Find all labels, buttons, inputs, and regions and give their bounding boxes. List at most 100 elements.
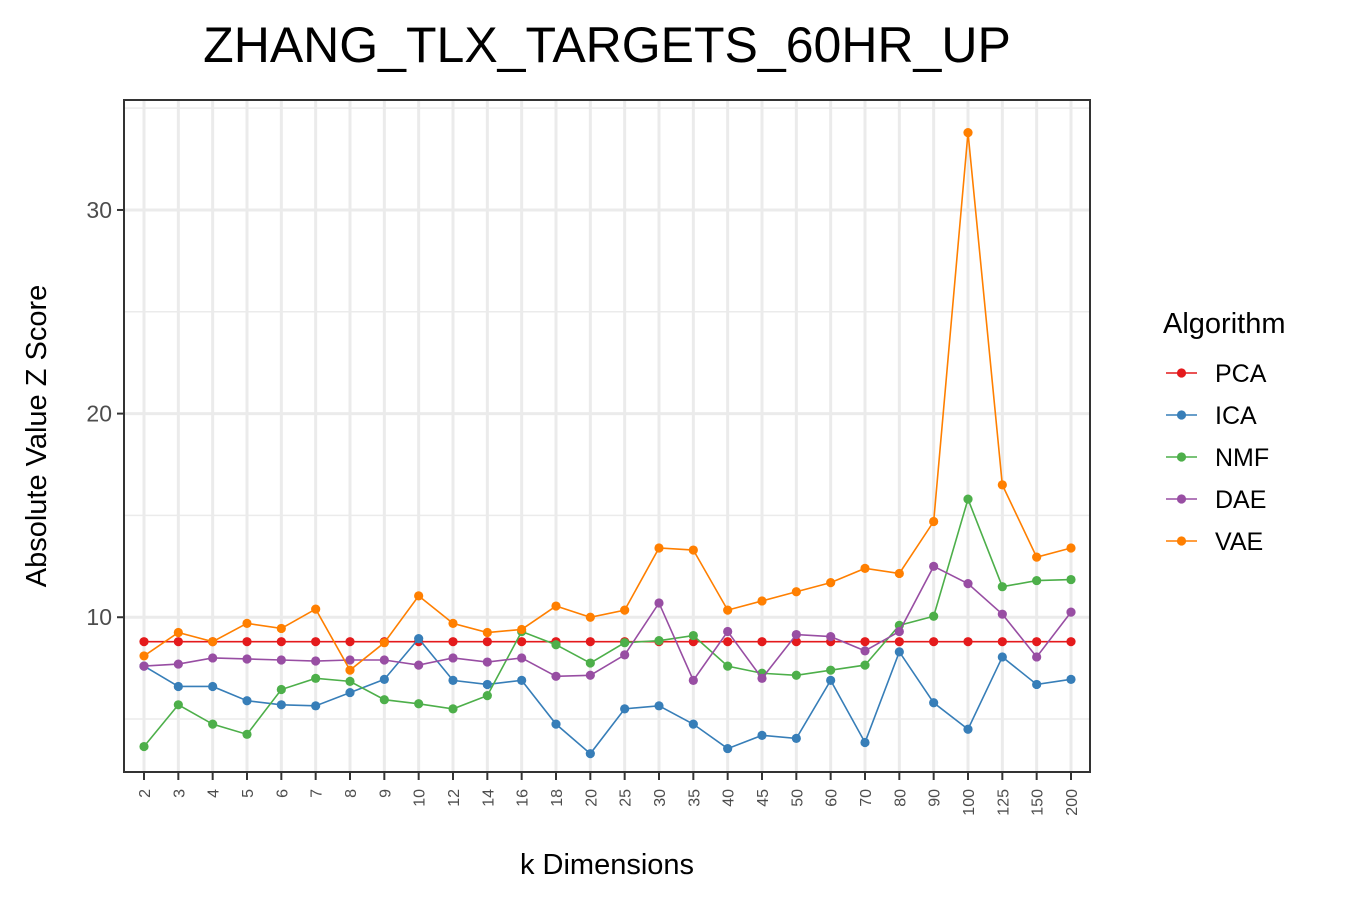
data-point	[723, 743, 733, 754]
data-point	[208, 637, 218, 647]
x-tick-label: 7	[309, 789, 326, 798]
x-tick-label: 125	[995, 789, 1012, 816]
plot-area	[124, 100, 1090, 772]
data-point	[620, 638, 630, 648]
data-point	[585, 637, 595, 647]
data-point	[482, 679, 492, 690]
legend-item-dae: DAE	[1166, 486, 1266, 514]
legend-label: ICA	[1215, 402, 1257, 430]
data-point	[826, 675, 836, 685]
x-tick-label: 5	[240, 789, 257, 798]
data-point	[894, 637, 904, 647]
data-point	[173, 659, 183, 669]
data-point	[1032, 679, 1042, 690]
data-point	[345, 687, 355, 698]
data-point	[208, 719, 218, 729]
x-tick-label: 2	[137, 789, 154, 798]
legend-item-pca: PCA	[1166, 360, 1267, 388]
data-point	[997, 652, 1007, 662]
legend-key-point	[1176, 494, 1187, 504]
series-ica	[139, 634, 1076, 759]
data-point	[208, 681, 218, 692]
data-point	[551, 640, 561, 650]
data-point	[276, 684, 286, 695]
legend-item-ica: ICA	[1166, 402, 1257, 430]
data-point	[173, 637, 183, 647]
data-point	[379, 674, 389, 684]
data-point	[242, 729, 252, 739]
data-point	[860, 660, 870, 670]
data-point	[517, 637, 527, 647]
data-point	[276, 637, 286, 647]
y-axis-ticks: 10 20 30	[86, 197, 124, 630]
data-point	[448, 653, 458, 663]
data-point	[860, 637, 870, 647]
legend-key-point	[1176, 368, 1187, 378]
series-layer	[139, 127, 1076, 759]
x-tick-label: 50	[789, 789, 806, 807]
legend: Algorithm PCA ICA NMF DAE VAE	[1163, 308, 1286, 556]
data-point	[345, 676, 355, 686]
data-point	[311, 673, 321, 683]
data-point	[517, 675, 527, 685]
legend-item-vae: VAE	[1166, 528, 1263, 556]
data-point	[311, 604, 321, 614]
data-point	[1032, 552, 1042, 562]
data-point	[894, 647, 904, 657]
data-point	[929, 516, 939, 527]
data-point	[173, 700, 183, 710]
data-point	[242, 654, 252, 664]
y-axis-label: Absolute Value Z Score	[21, 285, 53, 588]
data-point	[551, 601, 561, 611]
x-tick-label: 60	[824, 789, 841, 807]
legend-key-point	[1176, 410, 1187, 420]
data-point	[276, 700, 286, 710]
data-point	[139, 741, 149, 752]
data-point	[929, 611, 939, 621]
data-point	[585, 612, 595, 622]
legend-key-point	[1176, 452, 1187, 462]
x-tick-label: 4	[206, 789, 223, 798]
data-point	[414, 634, 424, 644]
data-point	[791, 587, 801, 597]
data-point	[379, 655, 389, 665]
data-point	[585, 670, 595, 680]
data-point	[517, 653, 527, 663]
x-axis-label: k Dimensions	[520, 849, 694, 881]
data-point	[551, 719, 561, 729]
legend-item-nmf: NMF	[1166, 444, 1269, 472]
data-point	[860, 737, 870, 748]
data-point	[482, 657, 492, 667]
data-point	[311, 637, 321, 647]
data-point	[311, 701, 321, 711]
plot-background	[124, 100, 1090, 772]
legend-items: PCA ICA NMF DAE VAE	[1166, 360, 1269, 556]
x-tick-label: 10	[412, 789, 429, 807]
data-point	[1032, 652, 1042, 662]
series-dae	[139, 561, 1076, 685]
series-vae	[139, 127, 1076, 675]
x-tick-label: 35	[686, 789, 703, 807]
data-point	[757, 637, 767, 647]
legend-label: PCA	[1215, 360, 1267, 388]
data-point	[585, 749, 595, 759]
data-point	[620, 650, 630, 660]
data-point	[551, 671, 561, 681]
data-point	[242, 696, 252, 706]
legend-key-point	[1176, 536, 1187, 546]
data-point	[791, 670, 801, 680]
data-point	[139, 637, 149, 647]
data-point	[723, 626, 733, 637]
data-point	[414, 591, 424, 601]
x-tick-label: 12	[446, 789, 463, 807]
x-tick-label: 200	[1064, 789, 1081, 816]
data-point	[379, 695, 389, 705]
data-point	[997, 582, 1007, 592]
data-point	[963, 637, 973, 647]
x-axis-ticks: 2 3 4 5 6 7 8 9 10 12 14 16 18 20 25 30 35 40 45 50 60 70 80 90…	[137, 772, 1081, 816]
data-point	[345, 637, 355, 647]
data-point	[379, 638, 389, 648]
data-point	[620, 605, 630, 615]
x-tick-label: 18	[549, 789, 566, 807]
